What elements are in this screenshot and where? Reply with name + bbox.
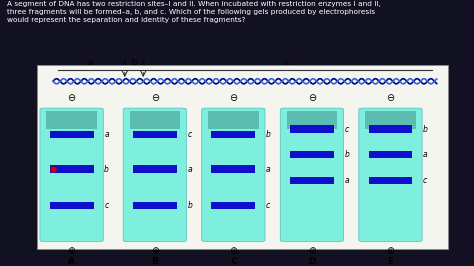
Bar bbox=[368, 177, 412, 184]
Bar bbox=[208, 111, 258, 129]
FancyBboxPatch shape bbox=[37, 65, 448, 249]
Text: c: c bbox=[187, 130, 191, 139]
FancyBboxPatch shape bbox=[280, 108, 344, 242]
FancyBboxPatch shape bbox=[202, 108, 265, 242]
Text: a: a bbox=[88, 57, 93, 66]
Text: ⊖: ⊖ bbox=[68, 93, 76, 103]
Text: c: c bbox=[284, 57, 289, 66]
Bar bbox=[50, 165, 93, 173]
Text: a: a bbox=[345, 176, 349, 185]
Text: ⊖: ⊖ bbox=[386, 93, 394, 103]
Bar bbox=[368, 125, 412, 133]
Text: ⊕: ⊕ bbox=[386, 246, 394, 256]
Text: I: I bbox=[124, 60, 126, 66]
Text: ⊖: ⊖ bbox=[229, 93, 237, 103]
Text: B: B bbox=[151, 257, 158, 266]
Text: D: D bbox=[308, 257, 316, 266]
Bar bbox=[133, 165, 177, 173]
Text: ⊕: ⊕ bbox=[151, 246, 159, 256]
Bar bbox=[368, 151, 412, 159]
Text: II: II bbox=[141, 60, 145, 66]
Bar bbox=[50, 202, 93, 209]
Bar bbox=[211, 202, 255, 209]
Text: a: a bbox=[266, 164, 271, 173]
Text: A: A bbox=[68, 257, 75, 266]
Text: b: b bbox=[423, 124, 428, 134]
Text: ⊖: ⊖ bbox=[308, 93, 316, 103]
Text: b: b bbox=[104, 164, 109, 173]
Text: ⊕: ⊕ bbox=[68, 246, 76, 256]
Text: a: a bbox=[104, 130, 109, 139]
Text: C: C bbox=[230, 257, 237, 266]
Text: b: b bbox=[187, 201, 192, 210]
Bar bbox=[287, 111, 337, 129]
Bar bbox=[211, 131, 255, 138]
Text: b: b bbox=[345, 150, 349, 159]
Text: c: c bbox=[423, 176, 427, 185]
Text: c: c bbox=[104, 201, 109, 210]
Text: E: E bbox=[387, 257, 393, 266]
Bar bbox=[290, 125, 334, 133]
Text: a: a bbox=[187, 164, 192, 173]
Text: ⊕: ⊕ bbox=[308, 246, 316, 256]
Text: a: a bbox=[423, 150, 428, 159]
FancyBboxPatch shape bbox=[40, 108, 103, 242]
Text: b: b bbox=[266, 130, 271, 139]
Bar bbox=[46, 111, 97, 129]
Bar bbox=[365, 111, 416, 129]
Bar bbox=[290, 151, 334, 159]
Bar bbox=[211, 165, 255, 173]
Text: ⊕: ⊕ bbox=[229, 246, 237, 256]
Bar bbox=[133, 131, 177, 138]
Bar bbox=[290, 177, 334, 184]
Text: ⊖: ⊖ bbox=[151, 93, 159, 103]
Text: b: b bbox=[131, 57, 137, 66]
Text: c: c bbox=[266, 201, 270, 210]
Bar bbox=[133, 202, 177, 209]
Bar bbox=[50, 131, 93, 138]
FancyBboxPatch shape bbox=[123, 108, 186, 242]
Text: c: c bbox=[345, 124, 349, 134]
FancyBboxPatch shape bbox=[359, 108, 422, 242]
Text: A segment of DNA has two restriction sites–I and II. When incubated with restric: A segment of DNA has two restriction sit… bbox=[7, 1, 381, 23]
Bar bbox=[129, 111, 180, 129]
